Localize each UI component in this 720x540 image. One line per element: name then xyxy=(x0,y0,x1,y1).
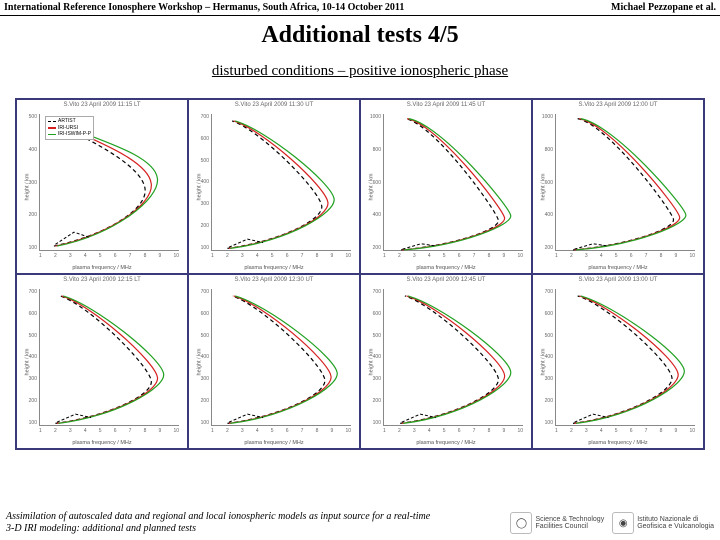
y-label: height / km xyxy=(540,348,546,375)
chart-panel: S.Vito 23 April 2009 11:30 UT70060050040… xyxy=(188,99,360,274)
chart-panel: S.Vito 23 April 2009 11:15 LT50040030020… xyxy=(16,99,188,274)
plot-area xyxy=(211,289,351,426)
y-label: height / km xyxy=(196,348,202,375)
panel-title: S.Vito 23 April 2009 11:45 UT xyxy=(407,102,486,108)
footer-logo: ◉Istituto Nazionale diGeofisica e Vulcan… xyxy=(612,512,714,534)
chart-grid: S.Vito 23 April 2009 11:15 LT50040030020… xyxy=(15,98,705,450)
y-label: height / km xyxy=(368,173,374,200)
header-right: Michael Pezzopane et al. xyxy=(611,2,716,13)
x-label: plasma frequency / MHz xyxy=(416,440,475,446)
y-label: height / km xyxy=(196,173,202,200)
y-label: height / km xyxy=(24,348,30,375)
logo-icon: ◉ xyxy=(612,512,634,534)
chart-panel: S.Vito 23 April 2009 12:00 UT10008006004… xyxy=(532,99,704,274)
x-ticks: 12345678910 xyxy=(39,253,179,259)
plot-area xyxy=(383,289,523,426)
footer: Assimilation of autoscaled data and regi… xyxy=(6,511,714,534)
plot-area xyxy=(211,114,351,251)
y-label: height / km xyxy=(368,348,374,375)
x-label: plasma frequency / MHz xyxy=(244,440,303,446)
footer-text: Assimilation of autoscaled data and regi… xyxy=(6,511,436,534)
x-label: plasma frequency / MHz xyxy=(416,265,475,271)
x-ticks: 12345678910 xyxy=(211,253,351,259)
panel-title: S.Vito 23 April 2009 12:30 UT xyxy=(235,277,314,283)
chart-panel: S.Vito 23 April 2009 12:15 LT70060050040… xyxy=(16,274,188,449)
panel-title: S.Vito 23 April 2009 12:45 UT xyxy=(407,277,486,283)
chart-panel: S.Vito 23 April 2009 11:45 UT10008006004… xyxy=(360,99,532,274)
y-label: height / km xyxy=(540,173,546,200)
footer-logo: ◯Science & TechnologyFacilities Council xyxy=(510,512,604,534)
panel-title: S.Vito 23 April 2009 11:15 LT xyxy=(63,102,140,108)
header-bar: International Reference Ionosphere Works… xyxy=(0,0,720,16)
plot-area xyxy=(39,289,179,426)
chart-panel: S.Vito 23 April 2009 12:45 UT70060050040… xyxy=(360,274,532,449)
footer-logos: ◯Science & TechnologyFacilities Council ◉… xyxy=(510,512,714,534)
panel-title: S.Vito 23 April 2009 12:15 LT xyxy=(63,277,141,283)
x-label: plasma frequency / MHz xyxy=(244,265,303,271)
plot-area xyxy=(555,114,695,251)
x-ticks: 12345678910 xyxy=(39,428,179,434)
x-label: plasma frequency / MHz xyxy=(72,440,131,446)
x-ticks: 12345678910 xyxy=(555,253,695,259)
logo-text: Istituto Nazionale diGeofisica e Vulcano… xyxy=(637,516,714,530)
x-label: plasma frequency / MHz xyxy=(588,440,647,446)
header-left: International Reference Ionosphere Works… xyxy=(4,2,404,13)
plot-area xyxy=(383,114,523,251)
x-label: plasma frequency / MHz xyxy=(72,265,131,271)
x-ticks: 12345678910 xyxy=(383,253,523,259)
chart-panel: S.Vito 23 April 2009 13:00 UT70060050040… xyxy=(532,274,704,449)
plot-area xyxy=(555,289,695,426)
x-ticks: 12345678910 xyxy=(555,428,695,434)
panel-title: S.Vito 23 April 2009 11:30 UT xyxy=(235,102,314,108)
panel-title: S.Vito 23 April 2009 13:00 UT xyxy=(579,277,658,283)
logo-icon: ◯ xyxy=(510,512,532,534)
x-ticks: 12345678910 xyxy=(383,428,523,434)
panel-title: S.Vito 23 April 2009 12:00 UT xyxy=(579,102,658,108)
page-title: Additional tests 4/5 xyxy=(0,22,720,49)
chart-legend: ARTISTIRI-URSIIRI-ISWIM-P-P xyxy=(45,116,94,140)
logo-text: Science & TechnologyFacilities Council xyxy=(535,516,604,530)
y-label: height / km xyxy=(24,173,30,200)
page-subtitle: disturbed conditions – positive ionosphe… xyxy=(0,63,720,80)
x-label: plasma frequency / MHz xyxy=(588,265,647,271)
chart-panel: S.Vito 23 April 2009 12:30 UT70060050040… xyxy=(188,274,360,449)
x-ticks: 12345678910 xyxy=(211,428,351,434)
